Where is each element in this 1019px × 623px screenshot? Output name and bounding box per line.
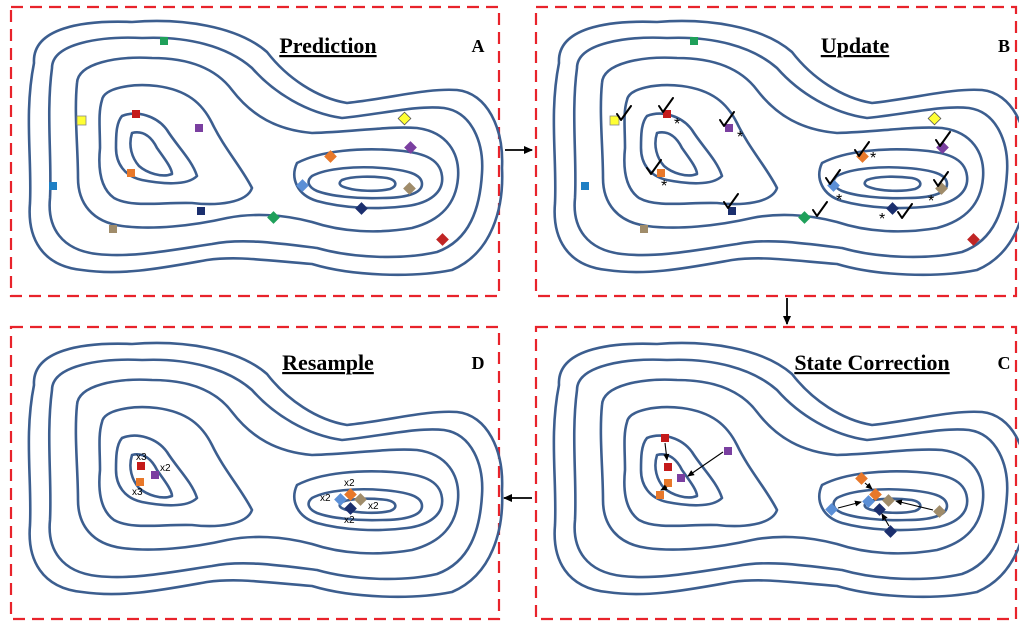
- particle-tan-diamond: [403, 182, 416, 195]
- likelihood-asterisk: *: [661, 178, 667, 195]
- particle-blue-square: [49, 182, 57, 190]
- particle-navy-square: [728, 207, 736, 215]
- correction-arrow: [837, 500, 862, 509]
- particle-yellow-diamond: [397, 111, 412, 126]
- particle-purple-square-moved: [677, 474, 685, 482]
- particle-lightblue-diamond: [334, 493, 347, 506]
- multiplicity-label: x2: [320, 493, 331, 504]
- likelihood-asterisk: *: [737, 129, 743, 146]
- checkmark: [854, 141, 870, 157]
- panel-d-contour-map: [27, 341, 504, 599]
- particle-yellow-square: [609, 115, 620, 126]
- particle-orange-diamond: [344, 488, 357, 501]
- correction-arrow: [663, 442, 670, 461]
- panel-b-title: Update: [821, 33, 890, 58]
- panel-a-particles: [49, 37, 449, 246]
- particle-navy-diamond: [886, 202, 899, 215]
- panel-b-checkmarks: [616, 97, 951, 219]
- correction-arrow: [660, 484, 668, 491]
- checkmark: [616, 105, 632, 121]
- multiplicity-label: x2: [368, 501, 379, 512]
- particle-purple-diamond: [404, 141, 417, 154]
- likelihood-asterisk: *: [870, 150, 876, 167]
- particle-purple-square: [724, 447, 732, 455]
- multiplicity-label: x3: [136, 452, 147, 463]
- particle-red-square-moved: [664, 463, 672, 471]
- particle-green-square: [690, 37, 698, 45]
- panel-b-letter: B: [998, 36, 1010, 56]
- panel-d-frame: [9, 325, 501, 621]
- checkmark: [812, 201, 828, 217]
- particle-tan-diamond: [354, 493, 367, 506]
- panel-c-correction-arrows: [660, 442, 934, 527]
- particle-navy-diamond: [344, 502, 357, 515]
- panel-a-frame: [9, 5, 501, 298]
- particle-orange-square: [136, 478, 144, 486]
- particle-darkred-diamond: [436, 233, 449, 246]
- particle-tan-square: [109, 225, 117, 233]
- particle-lightblue-diamond: [296, 179, 309, 192]
- correction-arrow: [864, 482, 873, 490]
- particle-yellow-square: [76, 115, 87, 126]
- particle-tan-diamond-moved: [882, 494, 895, 507]
- panel-d-particles: [136, 462, 367, 515]
- panel-b-contour-map: [552, 19, 1019, 277]
- panel-b-frame: [534, 5, 1018, 298]
- panel-c-contour-map: [552, 341, 1019, 599]
- checkmark: [719, 111, 735, 127]
- panel-c-title: State Correction: [794, 350, 949, 375]
- particle-purple-square: [195, 124, 203, 132]
- particle-orange-square: [127, 169, 135, 177]
- particle-tan-square: [640, 225, 648, 233]
- checkmark: [723, 193, 739, 209]
- checkmark: [825, 169, 841, 185]
- panel-a-title: Prediction: [279, 33, 376, 58]
- particle-orange-diamond: [324, 150, 337, 163]
- panel-a-letter: A: [472, 36, 485, 56]
- particle-orange-square: [657, 169, 665, 177]
- checkmark: [897, 203, 913, 219]
- likelihood-asterisk: *: [879, 211, 885, 228]
- panel-b-asterisks: * * * * * * *: [661, 116, 934, 228]
- particle-red-square: [661, 434, 669, 442]
- checkmark: [646, 159, 662, 175]
- particle-navy-diamond: [355, 202, 368, 215]
- particle-green-square: [160, 37, 168, 45]
- particle-green-diamond: [798, 211, 811, 224]
- particle-blue-square: [581, 182, 589, 190]
- likelihood-asterisk: *: [674, 116, 680, 133]
- particle-navy-diamond: [884, 525, 897, 538]
- correction-arrow: [895, 499, 934, 511]
- particle-green-diamond: [267, 211, 280, 224]
- particle-yellow-diamond: [927, 111, 942, 126]
- correction-arrow: [687, 451, 724, 477]
- particle-navy-square: [197, 207, 205, 215]
- panel-c-letter: C: [998, 353, 1011, 373]
- panel-d-title: Resample: [282, 350, 374, 375]
- particle-orange-square: [664, 479, 672, 487]
- particle-red-square: [137, 462, 145, 470]
- likelihood-asterisk: *: [928, 193, 934, 210]
- particle-red-square: [663, 110, 671, 118]
- multiplicity-label: x3: [132, 487, 143, 498]
- particle-purple-square: [151, 471, 159, 479]
- particle-purple-square: [725, 124, 733, 132]
- particle-red-square: [132, 110, 140, 118]
- panel-c-frame: [534, 325, 1018, 621]
- multiplicity-label: x2: [344, 478, 355, 489]
- panel-d-letter: D: [472, 353, 485, 373]
- panel-d-multiplicity-labels: x3 x2 x3 x2 x2 x2 x2: [132, 452, 379, 526]
- panel-a-contour-map: [27, 19, 504, 277]
- checkmark: [933, 171, 949, 187]
- multiplicity-label: x2: [160, 463, 171, 474]
- particle-navy-diamond-moved: [873, 503, 886, 516]
- checkmark: [935, 131, 951, 147]
- multiplicity-label: x2: [344, 515, 355, 526]
- checkmark: [658, 97, 674, 113]
- likelihood-asterisk: *: [836, 192, 842, 209]
- correction-arrow: [881, 513, 890, 527]
- particle-orange-square-moved: [656, 491, 664, 499]
